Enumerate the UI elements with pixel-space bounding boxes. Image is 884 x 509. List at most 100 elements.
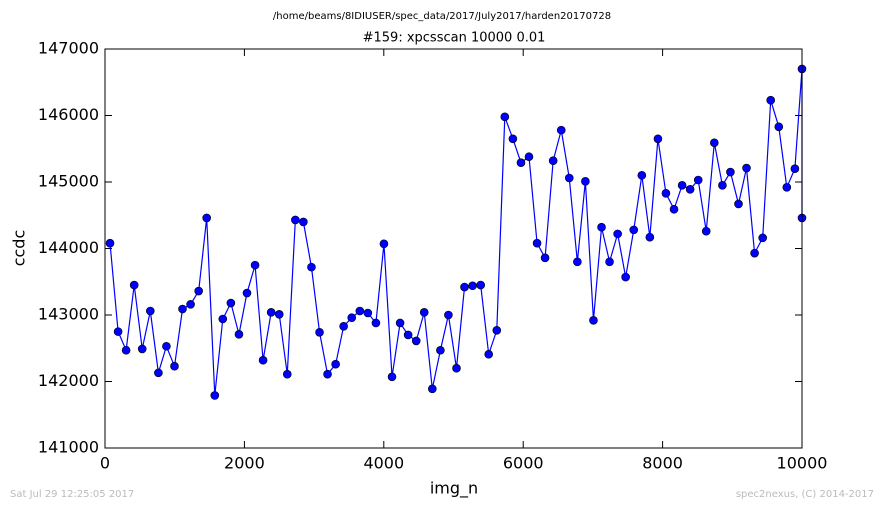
data-point bbox=[661, 189, 671, 198]
data-point bbox=[718, 181, 727, 190]
data-point bbox=[556, 125, 566, 135]
suptitle: /home/beams/8IDIUSER/spec_data/2017/July… bbox=[273, 11, 611, 22]
data-point bbox=[137, 344, 147, 354]
data-point bbox=[484, 349, 493, 359]
data-point bbox=[468, 281, 477, 291]
data-point bbox=[323, 369, 332, 379]
data-point bbox=[573, 257, 582, 267]
data-point bbox=[460, 282, 469, 292]
data-point bbox=[355, 306, 365, 316]
data-point bbox=[581, 177, 590, 186]
x-tick-label: 10000 bbox=[777, 454, 828, 473]
data-point bbox=[379, 239, 389, 249]
data-point bbox=[605, 257, 614, 267]
data-point bbox=[548, 156, 558, 166]
data-point bbox=[766, 95, 776, 105]
y-tick-label: 142000 bbox=[38, 371, 99, 390]
data-point bbox=[210, 391, 220, 400]
y-tick-label: 143000 bbox=[38, 305, 99, 324]
data-point bbox=[790, 164, 800, 173]
data-point bbox=[726, 167, 735, 177]
x-tick-label: 4000 bbox=[363, 454, 404, 473]
data-point bbox=[162, 341, 171, 351]
data-point bbox=[589, 316, 598, 325]
data-point bbox=[154, 368, 163, 378]
data-point bbox=[653, 134, 663, 144]
x-axis-label: img_n bbox=[430, 479, 478, 499]
data-point bbox=[105, 238, 115, 248]
data-point bbox=[750, 248, 759, 258]
data-point bbox=[524, 152, 534, 162]
data-point bbox=[532, 238, 542, 248]
data-point bbox=[291, 215, 300, 225]
data-point bbox=[758, 233, 767, 243]
data-point bbox=[411, 336, 421, 346]
data-point bbox=[266, 308, 276, 317]
data-point bbox=[540, 253, 550, 263]
data-point bbox=[218, 314, 228, 324]
data-point bbox=[669, 204, 679, 214]
data-point bbox=[476, 280, 485, 290]
data-point bbox=[339, 322, 348, 331]
data-point bbox=[258, 355, 268, 365]
data-point bbox=[419, 308, 429, 317]
data-point bbox=[121, 345, 131, 355]
data-point bbox=[613, 229, 622, 239]
data-point bbox=[226, 298, 236, 308]
y-tick-label: 147000 bbox=[38, 39, 99, 58]
data-point bbox=[637, 171, 647, 180]
data-point bbox=[516, 158, 526, 168]
data-point bbox=[693, 175, 703, 185]
data-point bbox=[178, 304, 187, 314]
data-point bbox=[597, 222, 606, 232]
data-point bbox=[331, 359, 340, 369]
data-point bbox=[113, 327, 123, 336]
data-point bbox=[403, 330, 413, 340]
data-point bbox=[347, 313, 357, 322]
data-point bbox=[315, 327, 324, 337]
data-point bbox=[677, 181, 687, 190]
y-tick-label: 144000 bbox=[38, 238, 99, 257]
data-point bbox=[710, 138, 719, 148]
data-point bbox=[742, 163, 751, 173]
data-point bbox=[452, 363, 461, 373]
data-point bbox=[146, 306, 155, 316]
credit: spec2nexus, (C) 2014-2017 bbox=[736, 489, 874, 500]
y-tick-label: 145000 bbox=[38, 172, 99, 191]
data-point bbox=[774, 122, 784, 132]
data-point bbox=[645, 232, 655, 242]
y-tick-label: 146000 bbox=[38, 105, 99, 124]
data-point bbox=[701, 226, 711, 236]
y-tick-label: 141000 bbox=[38, 438, 99, 457]
data-point bbox=[395, 318, 405, 328]
timestamp: Sat Jul 29 12:25:05 2017 bbox=[10, 489, 134, 500]
data-line bbox=[109, 68, 803, 396]
data-point bbox=[363, 308, 373, 318]
data-point bbox=[186, 300, 195, 309]
x-tick-label: 8000 bbox=[642, 454, 683, 473]
data-point bbox=[387, 372, 397, 382]
data-point bbox=[782, 183, 792, 192]
data-point bbox=[685, 185, 695, 194]
data-point bbox=[508, 134, 518, 144]
y-axis-label: ccdc bbox=[10, 230, 29, 267]
data-point bbox=[299, 217, 308, 227]
data-point bbox=[629, 225, 639, 235]
data-point bbox=[734, 199, 743, 209]
data-point bbox=[307, 262, 316, 272]
data-point bbox=[250, 260, 260, 270]
data-point bbox=[564, 173, 574, 183]
plot-frame bbox=[104, 48, 803, 449]
data-point bbox=[428, 384, 437, 394]
data-point bbox=[444, 310, 453, 320]
data-point bbox=[371, 318, 381, 328]
x-tick-label: 0 bbox=[100, 454, 110, 473]
data-point bbox=[621, 272, 630, 282]
data-point bbox=[436, 345, 445, 355]
chart-title: #159: xpcsscan 10000 0.01 bbox=[363, 31, 546, 46]
data-point bbox=[282, 369, 292, 379]
data-point bbox=[170, 361, 179, 371]
